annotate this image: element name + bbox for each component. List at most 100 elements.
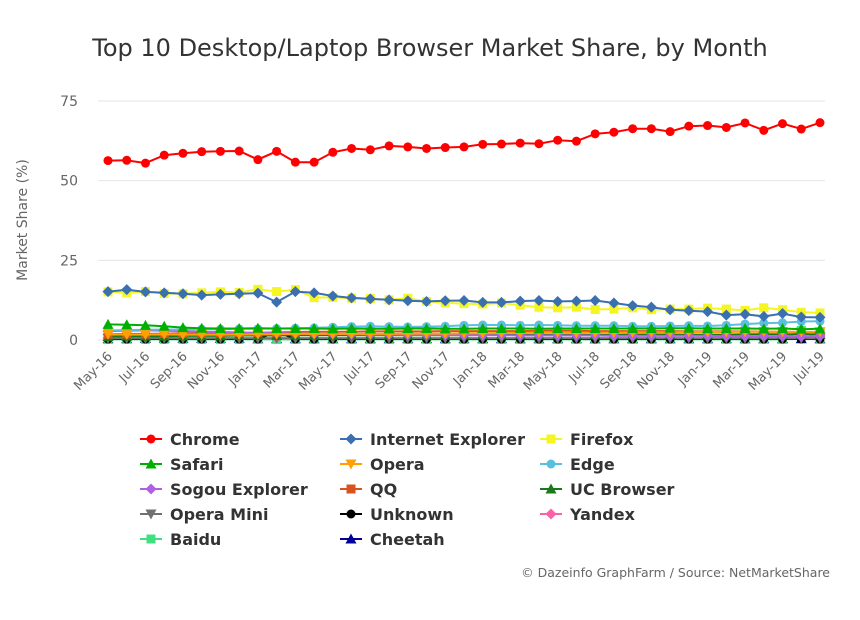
data-point-chrome	[178, 148, 188, 158]
x-tick-label: Mar-19	[710, 349, 752, 391]
legend-item-opera[interactable]: Opera	[340, 453, 425, 475]
data-point-chrome	[328, 147, 338, 157]
legend-marker	[345, 533, 357, 544]
legend-symbol	[540, 459, 562, 469]
series-internet-explorer	[102, 284, 826, 323]
data-point-internet-explorer	[346, 292, 358, 304]
legend-label: Sogou Explorer	[170, 479, 308, 499]
data-point-internet-explorer	[214, 288, 226, 300]
data-point-internet-explorer	[289, 286, 301, 298]
data-point-safari	[346, 323, 358, 334]
legend-symbol	[540, 434, 562, 444]
legend-symbol	[340, 484, 362, 494]
data-point-safari	[121, 319, 133, 330]
legend-marker	[346, 484, 356, 494]
legend-symbol	[340, 533, 362, 544]
data-point-chrome	[459, 142, 469, 152]
data-point-safari	[383, 323, 395, 334]
y-tick-label: 50	[60, 174, 78, 190]
data-point-internet-explorer	[814, 311, 826, 323]
legend-label: Firefox	[570, 429, 634, 449]
legend-marker	[546, 434, 556, 444]
data-point-safari	[439, 323, 451, 334]
data-point-internet-explorer	[552, 295, 564, 307]
legend-item-uc-browser[interactable]: UC Browser	[540, 478, 674, 500]
data-point-internet-explorer	[589, 294, 601, 306]
data-point-safari	[720, 323, 732, 334]
data-point-internet-explorer	[683, 305, 695, 317]
legend-marker	[545, 483, 557, 494]
y-tick-label: 25	[60, 253, 78, 269]
data-point-safari	[289, 323, 301, 334]
data-point-firefox	[590, 304, 600, 314]
data-point-chrome	[684, 121, 694, 131]
legend-marker	[546, 459, 556, 469]
data-point-internet-explorer	[308, 287, 320, 299]
series-safari	[102, 318, 826, 334]
data-point-internet-explorer	[121, 284, 133, 296]
x-tick-label: Nov-16	[185, 349, 228, 392]
data-point-safari	[233, 323, 245, 334]
legend-item-baidu[interactable]: Baidu	[140, 528, 221, 550]
legend-item-cheetah[interactable]: Cheetah	[340, 528, 445, 550]
legend-item-qq[interactable]: QQ	[340, 478, 397, 500]
legend-item-chrome[interactable]: Chrome	[140, 428, 240, 450]
data-point-safari	[589, 323, 601, 334]
data-point-safari	[814, 323, 826, 334]
data-point-chrome	[815, 118, 825, 128]
data-point-safari	[514, 323, 526, 334]
data-point-firefox	[534, 302, 544, 312]
legend-item-yandex[interactable]: Yandex	[540, 503, 635, 525]
legend-marker	[345, 459, 357, 470]
legend-item-edge[interactable]: Edge	[540, 453, 615, 475]
data-point-safari	[477, 323, 489, 334]
data-point-chrome	[365, 145, 375, 155]
x-tick-label: Nov-17	[410, 349, 453, 392]
data-point-chrome	[290, 157, 300, 167]
data-point-safari	[364, 323, 376, 334]
legend-item-opera-mini[interactable]: Opera Mini	[140, 503, 268, 525]
legend-item-firefox[interactable]: Firefox	[540, 428, 633, 450]
data-point-chrome	[571, 136, 581, 146]
data-point-chrome	[646, 124, 656, 134]
data-point-safari	[758, 323, 770, 334]
data-point-internet-explorer	[477, 296, 489, 308]
data-point-safari	[795, 323, 807, 334]
legend-symbol	[540, 483, 562, 494]
data-point-safari	[552, 323, 564, 334]
y-tick-label: 0	[69, 333, 78, 349]
data-point-internet-explorer	[439, 295, 451, 307]
data-point-chrome	[496, 139, 506, 149]
data-point-chrome	[759, 125, 769, 135]
data-point-safari	[608, 323, 620, 334]
data-point-safari	[645, 323, 657, 334]
data-point-safari	[308, 323, 320, 334]
data-point-chrome	[796, 124, 806, 134]
data-point-internet-explorer	[158, 287, 170, 299]
credits[interactable]: © Dazeinfo GraphFarm / Source: NetMarket…	[521, 565, 830, 580]
legend-item-unknown[interactable]: Unknown	[340, 503, 454, 525]
x-tick-label: May-18	[521, 349, 565, 393]
data-point-chrome	[347, 143, 357, 153]
legend-marker	[146, 434, 156, 444]
x-tick-label: May-16	[71, 349, 115, 393]
data-point-chrome	[197, 147, 207, 157]
data-point-internet-explorer	[514, 295, 526, 307]
legend-marker	[145, 483, 157, 495]
legend-item-safari[interactable]: Safari	[140, 453, 223, 475]
data-point-chrome	[403, 142, 413, 152]
data-point-chrome	[478, 139, 488, 149]
data-point-internet-explorer	[627, 300, 639, 312]
data-point-internet-explorer	[383, 294, 395, 306]
data-point-opera	[177, 330, 189, 341]
legend-label: QQ	[370, 479, 398, 499]
legend-marker	[545, 508, 557, 520]
data-point-internet-explorer	[739, 308, 751, 320]
x-tick-label: Sep-17	[373, 349, 416, 392]
x-tick-label: Mar-17	[261, 349, 303, 391]
legend-item-internet-explorer[interactable]: Internet Explorer	[340, 428, 525, 450]
legend-item-sogou-explorer[interactable]: Sogou Explorer	[140, 478, 308, 500]
data-point-chrome	[234, 146, 244, 156]
data-point-safari	[252, 322, 264, 333]
